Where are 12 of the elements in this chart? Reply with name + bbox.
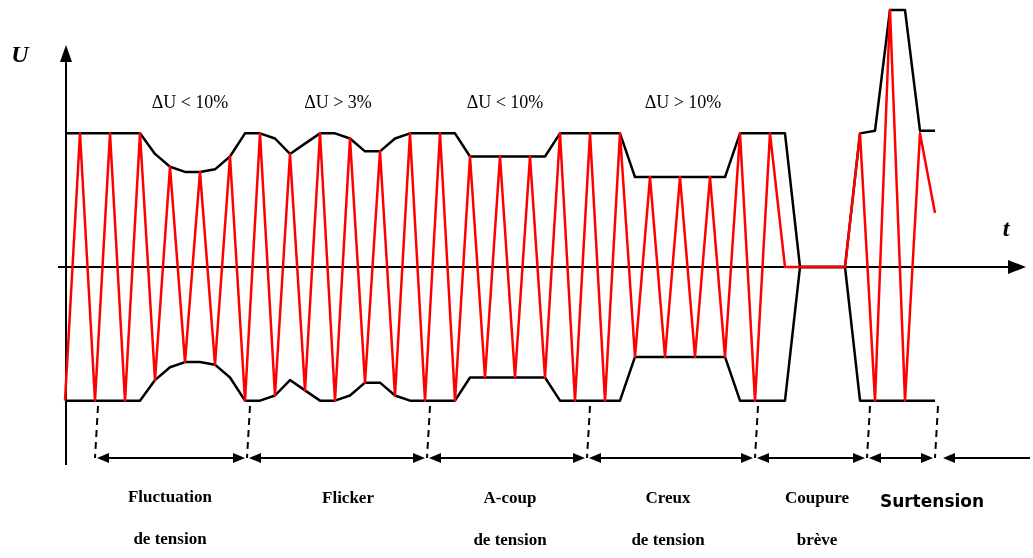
text: Fluctuation de tension xyxy=(127,487,213,548)
annotation: ΔU < 10% xyxy=(466,92,544,112)
text: Flicker xyxy=(322,488,375,507)
text: Surtension xyxy=(879,491,985,511)
annotation: ΔU < 10% xyxy=(151,92,229,112)
text: A-coup de tension xyxy=(473,488,547,549)
text: Coupure brève xyxy=(785,488,849,549)
annotation: ΔU > 3% xyxy=(304,92,372,112)
text: Creux de tension xyxy=(631,488,705,549)
y-axis-title: U xyxy=(11,41,31,67)
x-axis-title: t xyxy=(1002,215,1011,241)
annotation: ΔU > 10% xyxy=(644,92,722,112)
